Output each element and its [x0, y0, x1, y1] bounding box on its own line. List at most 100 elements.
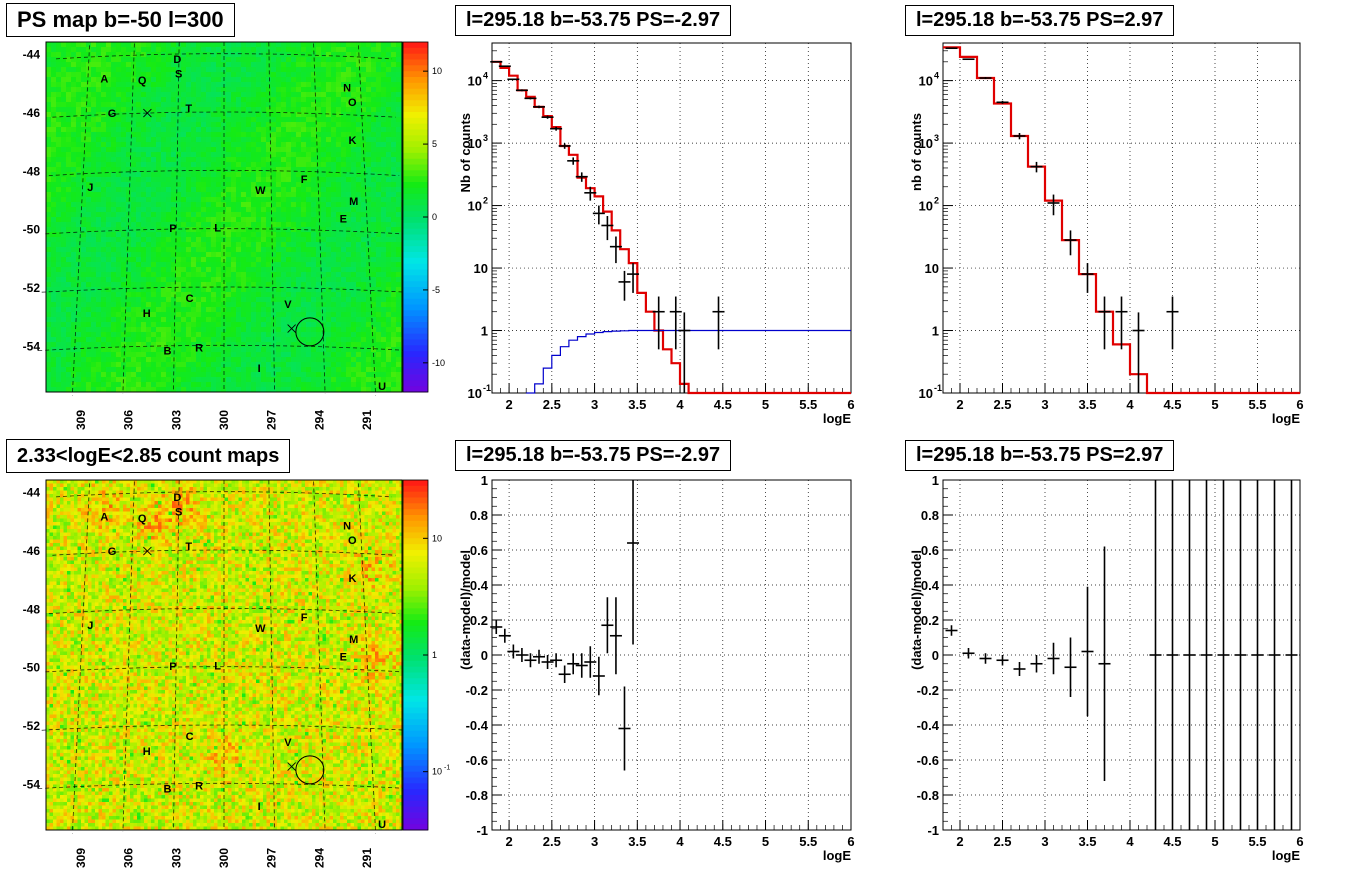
- x-tick-label: 2.5: [543, 834, 561, 849]
- x-tick-label: 3.5: [628, 834, 646, 849]
- x-tick-label: 3: [1041, 834, 1048, 849]
- y-tick-label: 1: [932, 324, 939, 339]
- y-tick-label: 10: [925, 261, 939, 276]
- y-tick-label: 0.8: [921, 508, 939, 523]
- data-point: [1064, 230, 1077, 256]
- scale-tick-exponent: -1: [444, 765, 450, 772]
- lon-grid-line: [173, 42, 180, 393]
- lon-grid-line: [313, 481, 326, 832]
- lat-tick-label: -54: [23, 339, 41, 353]
- source-label: T: [185, 541, 192, 553]
- source-label: E: [340, 651, 347, 663]
- x-tick-label: 4.5: [714, 834, 732, 849]
- title-spectrum-pos: l=295.18 b=-53.75 PS=2.97: [905, 5, 1175, 36]
- source-label: P: [169, 223, 176, 235]
- x-tick-label: 3.5: [628, 397, 646, 412]
- data-point: [575, 172, 588, 182]
- cross-marker: [287, 762, 296, 771]
- y-tick-label: -0.4: [917, 718, 940, 733]
- data-point: [1251, 480, 1264, 830]
- data-point: [567, 157, 580, 165]
- x-tick-label: 2.5: [993, 834, 1011, 849]
- y-tick-label: 1: [481, 473, 488, 488]
- source-label: G: [108, 108, 117, 120]
- data-point: [627, 480, 640, 645]
- data-point: [1013, 662, 1026, 676]
- scale-tick-label: 1: [432, 650, 437, 660]
- x-tick-label: 4: [676, 834, 684, 849]
- source-label: F: [301, 174, 308, 186]
- data-point: [498, 628, 511, 643]
- lon-tick-label: 294: [312, 410, 326, 430]
- data-point: [652, 296, 665, 350]
- x-tick-label: 5.5: [1248, 397, 1266, 412]
- source-label: G: [108, 546, 117, 558]
- x-tick-label: 5: [1211, 834, 1218, 849]
- data-point: [945, 47, 958, 50]
- data-point: [515, 89, 528, 92]
- y-tick-label: 0.2: [470, 613, 488, 628]
- y-tick-label: 0: [932, 648, 939, 663]
- lat-tick-label: -46: [23, 106, 41, 120]
- data-point: [1030, 655, 1043, 673]
- lon-grid-line: [268, 42, 275, 393]
- source-label: Q: [138, 513, 147, 525]
- data-point: [515, 648, 528, 662]
- x-axis-label: logE: [1272, 411, 1300, 426]
- x-tick-label: 5.5: [799, 834, 817, 849]
- data-point: [1217, 480, 1230, 830]
- y-tick-label: 10: [919, 136, 933, 151]
- y-tick-label: -0.6: [917, 753, 939, 768]
- y-tick-exponent: -1: [934, 383, 942, 393]
- plot-frame: [491, 42, 852, 394]
- circle-marker: [295, 317, 325, 347]
- lon-grid-line: [268, 480, 275, 831]
- lon-grid-line: [122, 43, 135, 394]
- x-axis-label: logE: [823, 848, 851, 863]
- y-tick-label: -1: [927, 823, 939, 838]
- source-label: H: [143, 746, 151, 758]
- source-label: C: [186, 293, 194, 305]
- data-point: [592, 656, 605, 696]
- data-point: [1098, 296, 1111, 350]
- x-tick-label: 6: [847, 834, 854, 849]
- y-tick-label: 0.8: [470, 508, 488, 523]
- data-point: [1285, 480, 1298, 830]
- data-point: [601, 216, 614, 241]
- data-point: [996, 655, 1009, 666]
- y-tick-label: 1: [481, 324, 488, 339]
- y-tick-label: -1: [476, 823, 488, 838]
- x-tick-label: 4.5: [714, 397, 732, 412]
- cross-marker: [143, 546, 152, 556]
- data-point: [490, 620, 503, 634]
- lon-tick-label: 309: [74, 410, 88, 430]
- lon-grid-line: [173, 480, 180, 831]
- source-label: R: [195, 780, 203, 792]
- data-point: [1013, 133, 1026, 140]
- x-tick-label: 2.5: [543, 397, 561, 412]
- data-point: [524, 653, 537, 668]
- cross-marker: [287, 324, 296, 333]
- x-tick-label: 3: [1041, 397, 1048, 412]
- lon-grid-line: [72, 483, 90, 834]
- source-label: J: [87, 182, 93, 194]
- x-tick-label: 5.5: [799, 397, 817, 412]
- y-tick-exponent: 3: [934, 133, 939, 143]
- lon-tick-label: 309: [74, 848, 88, 868]
- lon-tick-label: 294: [312, 848, 326, 868]
- x-axis-label: logE: [1272, 848, 1300, 863]
- scale-tick-label: 5: [432, 139, 437, 149]
- lat-tick-label: -44: [23, 48, 41, 62]
- data-point: [541, 115, 554, 119]
- source-label: H: [143, 308, 151, 320]
- data-point: [962, 58, 975, 61]
- lon-grid-line: [72, 45, 90, 396]
- lon-tick-label: 303: [169, 410, 183, 430]
- scale-tick-label: -5: [432, 285, 440, 295]
- source-label: S: [175, 68, 182, 80]
- y-tick-label: 10: [474, 261, 488, 276]
- lon-tick-label: 297: [265, 848, 279, 868]
- lat-tick-label: -52: [23, 719, 41, 733]
